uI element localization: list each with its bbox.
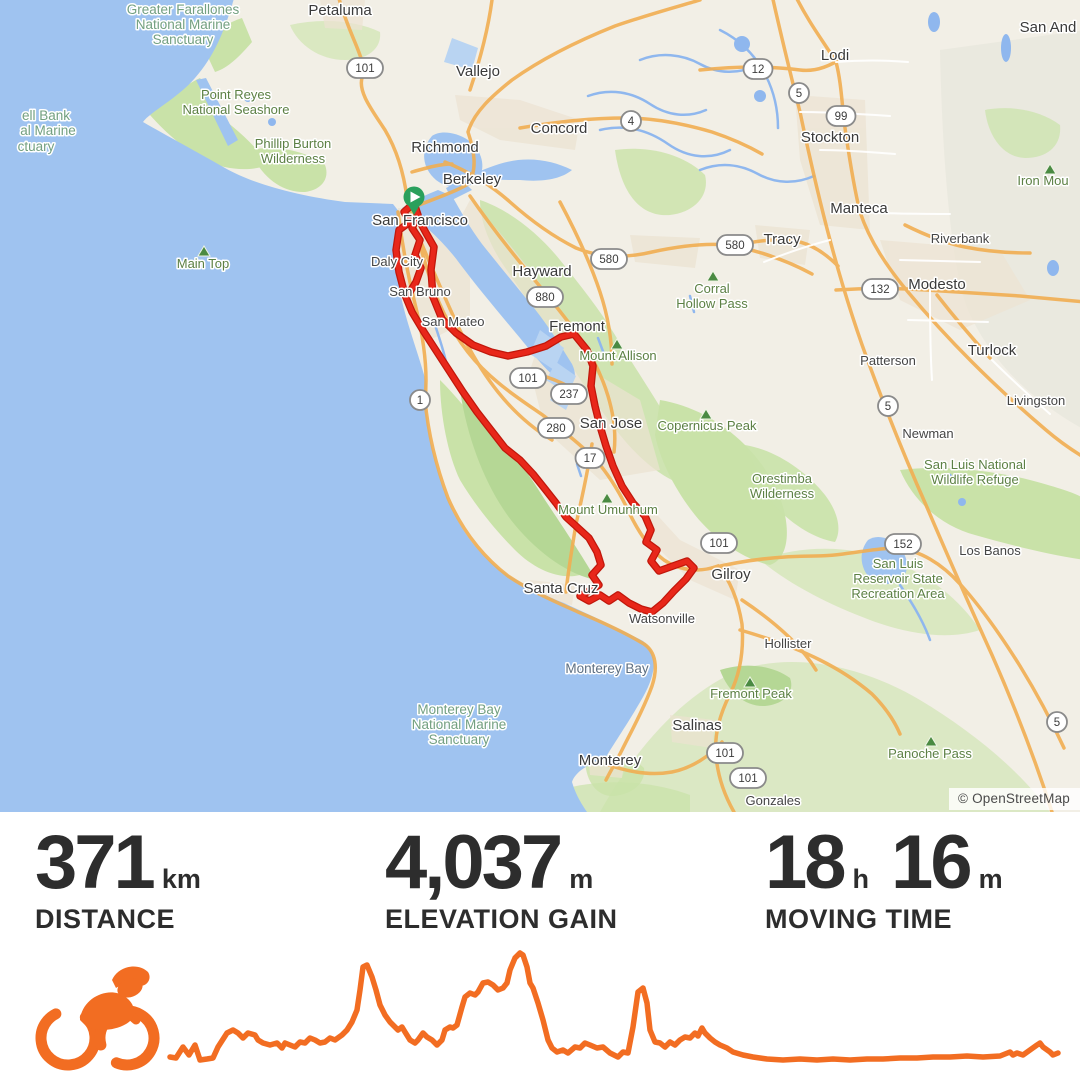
- svg-text:99: 99: [835, 111, 848, 123]
- map-canvas: Petaluma Vallejo Concord Richmond Berkeley Sa…: [0, 0, 1080, 812]
- svg-text:5: 5: [796, 88, 802, 100]
- svg-text:Hollister: Hollister: [765, 636, 813, 651]
- svg-text:Copernicus Peak: Copernicus Peak: [658, 418, 757, 433]
- svg-text:17: 17: [584, 453, 597, 465]
- route-start-marker: [403, 186, 425, 215]
- svg-text:5: 5: [885, 401, 891, 413]
- svg-text:101: 101: [355, 63, 374, 75]
- svg-text:Los Banos: Los Banos: [959, 543, 1021, 558]
- stat-elevation-gain: 4,037 m ELEVATION GAIN: [385, 820, 618, 935]
- svg-text:880: 880: [535, 292, 554, 304]
- svg-text:101: 101: [518, 373, 537, 385]
- svg-text:Daly City: Daly City: [371, 254, 424, 269]
- minor-roads: [763, 59, 1051, 415]
- svg-text:Monterey Bay: Monterey Bay: [565, 661, 649, 676]
- minutes-value: 16: [891, 820, 973, 905]
- svg-text:Hayward: Hayward: [512, 263, 571, 280]
- svg-text:San Jose: San Jose: [580, 415, 643, 432]
- svg-text:Tracy: Tracy: [764, 231, 801, 248]
- svg-text:ell Bank: ell Bank: [22, 108, 70, 123]
- svg-text:Santa Cruz: Santa Cruz: [523, 580, 598, 597]
- svg-text:Turlock: Turlock: [968, 342, 1017, 359]
- hours-value: 18: [765, 820, 847, 905]
- svg-text:San Bruno: San Bruno: [389, 284, 450, 299]
- svg-text:ctuary: ctuary: [18, 139, 55, 154]
- elevation-value: 4,037: [385, 820, 563, 905]
- minutes-unit: m: [978, 864, 1003, 894]
- highway-shields: 101 4 12 5 99 580 580 880 132 101 237 280 1 17 5 152 101…: [346, 57, 1068, 789]
- svg-text:280: 280: [546, 423, 565, 435]
- elevation-profile-chart: [167, 950, 1061, 1063]
- moving-time-label: MOVING TIME: [765, 903, 952, 934]
- stat-distance: 371 km DISTANCE: [35, 820, 201, 935]
- svg-text:Mount Umunhum: Mount Umunhum: [558, 502, 658, 517]
- svg-text:Modesto: Modesto: [908, 276, 966, 293]
- svg-text:Gilroy: Gilroy: [711, 566, 751, 583]
- svg-text:Iron Mou: Iron Mou: [1017, 173, 1068, 188]
- svg-text:132: 132: [870, 284, 889, 296]
- svg-text:152: 152: [893, 539, 912, 551]
- svg-text:Lodi: Lodi: [821, 47, 849, 64]
- water-areas: [0, 0, 1059, 812]
- svg-text:580: 580: [725, 240, 744, 252]
- svg-text:Stockton: Stockton: [801, 129, 859, 146]
- svg-text:101: 101: [715, 748, 734, 760]
- svg-text:al Marine: al Marine: [20, 123, 76, 138]
- svg-text:Salinas: Salinas: [672, 717, 721, 734]
- map-labels: Petaluma Vallejo Concord Richmond Berkeley Sa…: [16, 1, 1078, 810]
- svg-text:1: 1: [417, 395, 423, 407]
- svg-text:12: 12: [752, 64, 765, 76]
- svg-text:4: 4: [628, 116, 635, 128]
- svg-text:Watsonville: Watsonville: [629, 611, 695, 626]
- svg-text:5: 5: [1054, 717, 1060, 729]
- svg-text:Main Top: Main Top: [177, 256, 230, 271]
- svg-text:Vallejo: Vallejo: [456, 63, 500, 80]
- hours-unit: h: [852, 864, 870, 894]
- svg-text:237: 237: [559, 389, 578, 401]
- distance-unit: km: [161, 864, 201, 894]
- svg-text:Fremont: Fremont: [549, 318, 606, 335]
- svg-text:Petaluma: Petaluma: [308, 2, 372, 19]
- svg-text:Concord: Concord: [531, 120, 588, 137]
- distance-label: DISTANCE: [35, 903, 176, 934]
- svg-text:Panoche Pass: Panoche Pass: [888, 746, 972, 761]
- cyclist-logo: [35, 966, 160, 1071]
- svg-text:Monterey: Monterey: [579, 752, 642, 769]
- route-map[interactable]: Petaluma Vallejo Concord Richmond Berkeley Sa…: [0, 0, 1080, 812]
- distance-value: 371: [35, 820, 156, 905]
- svg-text:San Francisco: San Francisco: [372, 212, 468, 229]
- svg-text:Patterson: Patterson: [860, 353, 916, 368]
- peak-markers: [197, 163, 1057, 747]
- svg-text:San Mateo: San Mateo: [422, 314, 485, 329]
- map-attribution: © OpenStreetMap: [948, 788, 1080, 810]
- elevation-unit: m: [569, 864, 594, 894]
- svg-text:Newman: Newman: [902, 426, 953, 441]
- svg-text:Livingston: Livingston: [1007, 393, 1066, 408]
- svg-text:Manteca: Manteca: [830, 200, 888, 217]
- svg-text:Fremont Peak: Fremont Peak: [710, 686, 792, 701]
- svg-text:Gonzales: Gonzales: [746, 793, 801, 808]
- svg-text:580: 580: [599, 254, 618, 266]
- svg-text:Berkeley: Berkeley: [443, 171, 502, 188]
- svg-text:101: 101: [738, 773, 757, 785]
- stat-moving-time: 18 h 16 m MOVING TIME: [765, 820, 1003, 935]
- svg-text:San And: San And: [1020, 19, 1077, 36]
- route-line: [392, 199, 698, 616]
- svg-text:Richmond: Richmond: [411, 139, 479, 156]
- elevation-label: ELEVATION GAIN: [385, 903, 618, 934]
- svg-text:Mount Allison: Mount Allison: [579, 348, 656, 363]
- svg-text:101: 101: [709, 538, 728, 550]
- stats-panel: 371 km DISTANCE 4,037 m ELEVATION GAIN 1…: [0, 812, 1080, 1080]
- svg-text:Riverbank: Riverbank: [931, 231, 990, 246]
